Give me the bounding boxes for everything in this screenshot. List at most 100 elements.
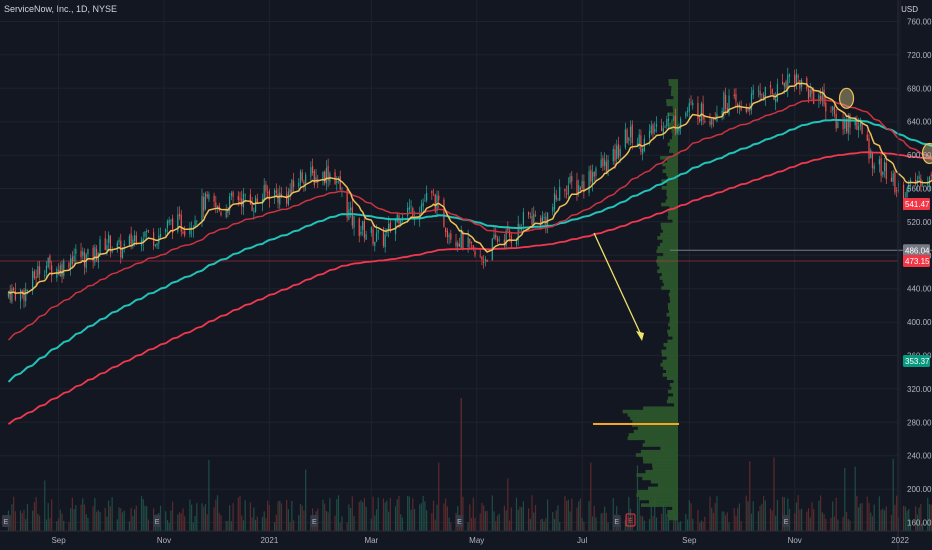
candle-body (458, 243, 461, 247)
candle-body (33, 271, 35, 278)
volume-profile-bar (661, 185, 678, 190)
volume-profile-bar (648, 486, 678, 491)
volume-bar (346, 522, 348, 531)
candle-body (662, 128, 664, 134)
candle-body (545, 216, 547, 226)
candle-body (664, 126, 666, 128)
candle-body (374, 241, 376, 246)
volume-bar (724, 514, 727, 531)
volume-profile-bar (663, 282, 678, 287)
volume-bar (80, 504, 82, 531)
volume-bar (232, 503, 234, 531)
highlight-circle (921, 142, 932, 165)
volume-bar (783, 497, 785, 531)
candle-body (543, 217, 545, 219)
candle-body (291, 179, 293, 195)
candle-body (184, 231, 186, 236)
candle-body (688, 103, 690, 112)
volume-bar (832, 501, 834, 531)
candle-body (737, 103, 739, 107)
volume-bar (104, 507, 106, 531)
volume-bar (341, 516, 343, 531)
volume-bar (382, 498, 385, 531)
volume-bar (541, 518, 544, 531)
volume-profile-bar (657, 256, 678, 260)
volume-bar (667, 514, 670, 531)
volume-bar (11, 504, 13, 531)
candle-body (882, 171, 884, 176)
volume-bar (460, 398, 462, 531)
candle-body (885, 163, 887, 180)
candle-body (92, 247, 94, 261)
volume-profile-bar (665, 199, 678, 203)
candle-body (244, 194, 246, 196)
upcoming-earnings-marker[interactable]: E (625, 513, 636, 527)
volume-bar (95, 511, 98, 531)
candle-body (510, 235, 512, 243)
volume-profile-bar (666, 172, 678, 177)
candle-body (375, 232, 378, 242)
symbol-title[interactable]: ServiceNow, Inc., 1D, NYSE (4, 4, 118, 14)
candle-body (455, 242, 457, 247)
volume-bar (508, 520, 511, 531)
volume-bar (529, 518, 531, 531)
candle-body (147, 230, 150, 232)
volume-bar (604, 506, 606, 531)
candle-body (63, 260, 65, 277)
candle-body (873, 165, 875, 170)
candle-body (170, 219, 172, 221)
volume-bar (602, 512, 604, 531)
candle-body (733, 94, 735, 97)
volume-bar (871, 516, 874, 531)
volume-bar (172, 501, 174, 531)
candle-body (854, 121, 856, 126)
volume-bar (128, 521, 131, 531)
candle-body (298, 182, 300, 187)
earnings-label: E (312, 519, 317, 526)
volume-bar (377, 497, 379, 531)
volume-bar (184, 516, 186, 531)
annotations[interactable]: EEEEEEEEE (2, 87, 932, 527)
candle-body (495, 234, 497, 238)
volume-profile-bar (659, 242, 678, 247)
candle-body (189, 227, 191, 235)
candle-body (353, 216, 355, 228)
candle-body (215, 202, 217, 207)
volume-bar (408, 496, 410, 531)
candle-body (108, 234, 110, 244)
volume-profile-bar (666, 376, 678, 381)
volume-profile-bar (667, 329, 678, 334)
volume-bar (92, 506, 94, 531)
candle-body (431, 190, 433, 194)
volume-bar (267, 500, 269, 531)
volume-profile-bar (637, 426, 678, 431)
volume-profile-bar (669, 149, 678, 153)
volume-bar (298, 515, 300, 531)
candle-body (229, 196, 231, 211)
volume-bar (443, 503, 445, 531)
volume-bar (120, 508, 122, 531)
volume-profile-bar (633, 429, 678, 434)
volume-bar (795, 502, 798, 531)
volume-bar (581, 517, 583, 531)
candle-body (156, 243, 158, 246)
volume-bar (398, 495, 400, 531)
volume-bar (773, 457, 775, 531)
volume-bar (495, 521, 497, 531)
candle-body (432, 194, 435, 196)
candle-body (71, 256, 73, 264)
candle-body (896, 190, 898, 192)
candle-body (289, 189, 291, 193)
price-tick-label: 520.00 (907, 218, 932, 227)
volume-bar (339, 522, 341, 531)
candle-body (845, 121, 848, 132)
candle-body (389, 222, 391, 232)
volume-bar (716, 496, 718, 531)
candle-body (336, 180, 338, 183)
candle-body (769, 85, 772, 88)
candle-body (661, 125, 663, 131)
volume-bar (534, 504, 537, 531)
volume-bar (595, 517, 597, 531)
volume-bar (130, 507, 132, 531)
